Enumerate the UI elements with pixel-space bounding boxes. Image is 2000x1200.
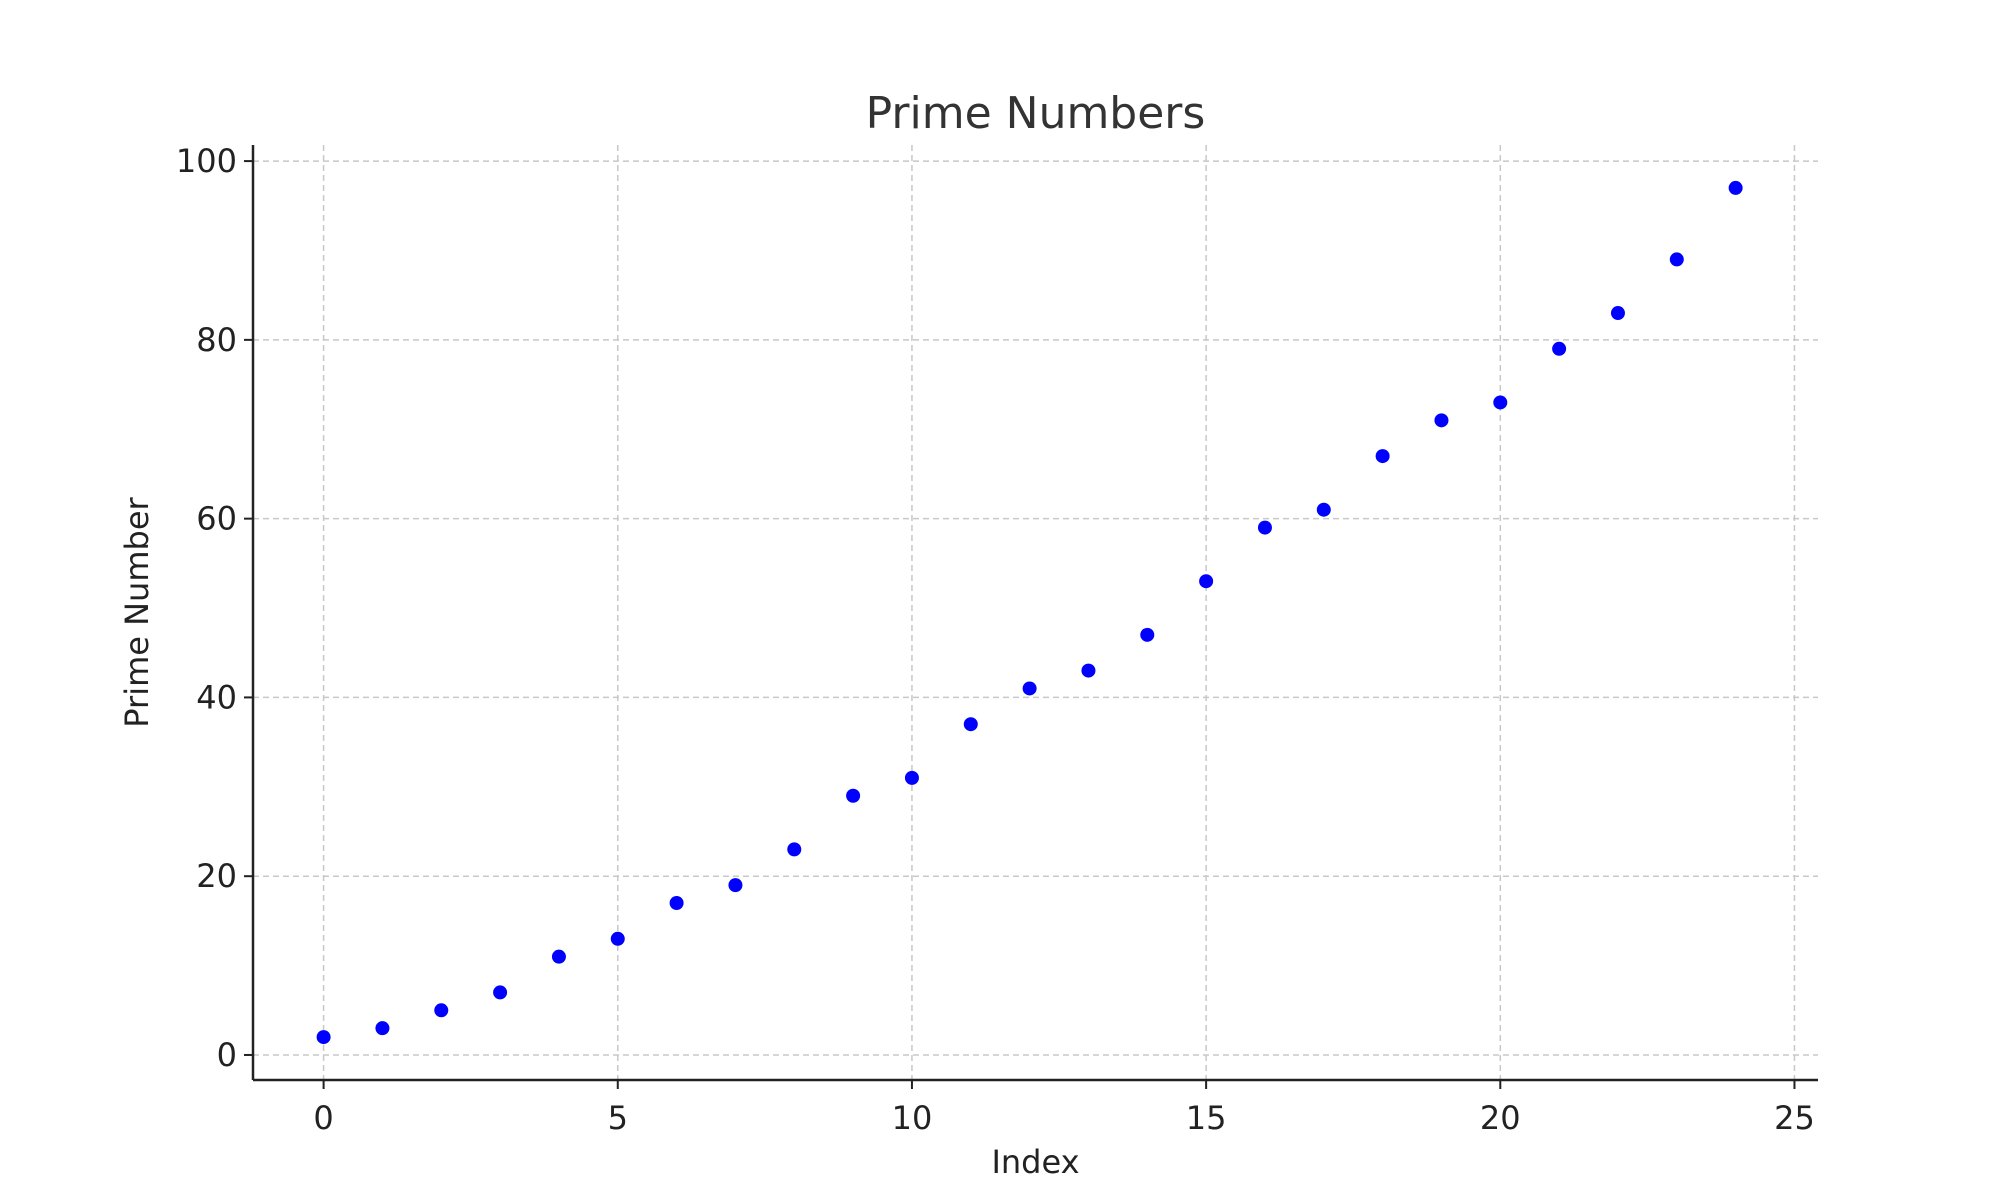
data-point [1610, 306, 1625, 321]
data-point [1434, 413, 1449, 428]
x-tick-label: 10 [892, 1099, 933, 1137]
data-point [1199, 574, 1214, 589]
data-point [963, 717, 978, 732]
data-point [669, 896, 684, 911]
data-point [375, 1021, 390, 1036]
data-point [493, 985, 508, 1000]
axes [251, 145, 1818, 1082]
x-tick-label: 15 [1186, 1099, 1227, 1137]
y-tick-label: 40 [196, 678, 237, 716]
y-tick-label: 100 [176, 142, 237, 180]
data-point [1669, 252, 1684, 267]
y-tick-label: 20 [196, 857, 237, 895]
grid [253, 145, 1818, 1080]
data-point [787, 842, 802, 857]
x-tick-label: 0 [313, 1099, 333, 1137]
x-tick-label: 20 [1480, 1099, 1521, 1137]
data-point [904, 770, 919, 785]
data-point [434, 1003, 449, 1018]
y-tick-label: 80 [196, 321, 237, 359]
data-point [728, 878, 743, 893]
data-point [316, 1030, 331, 1045]
data-point [1257, 520, 1272, 535]
x-axis-label: Index [991, 1143, 1079, 1181]
tick-labels: 0 5 10 15 20 25 0 20 40 60 80 100 [176, 142, 1815, 1137]
y-tick-label: 0 [217, 1036, 237, 1074]
data-point [551, 949, 566, 964]
x-tick-label: 5 [608, 1099, 628, 1137]
data-points [316, 180, 1743, 1045]
y-tick-label: 60 [196, 500, 237, 538]
data-point [610, 931, 625, 946]
data-point [1081, 663, 1096, 678]
data-point [1022, 681, 1037, 696]
data-point [1552, 341, 1567, 356]
data-point [1140, 627, 1155, 642]
data-point [1493, 395, 1508, 410]
chart-title: Prime Numbers [866, 88, 1206, 139]
data-point [1316, 502, 1331, 517]
data-point [1375, 449, 1390, 464]
y-axis-label: Prime Number [118, 496, 156, 727]
data-point [846, 788, 861, 803]
x-tick-label: 25 [1774, 1099, 1815, 1137]
data-point [1728, 180, 1743, 195]
